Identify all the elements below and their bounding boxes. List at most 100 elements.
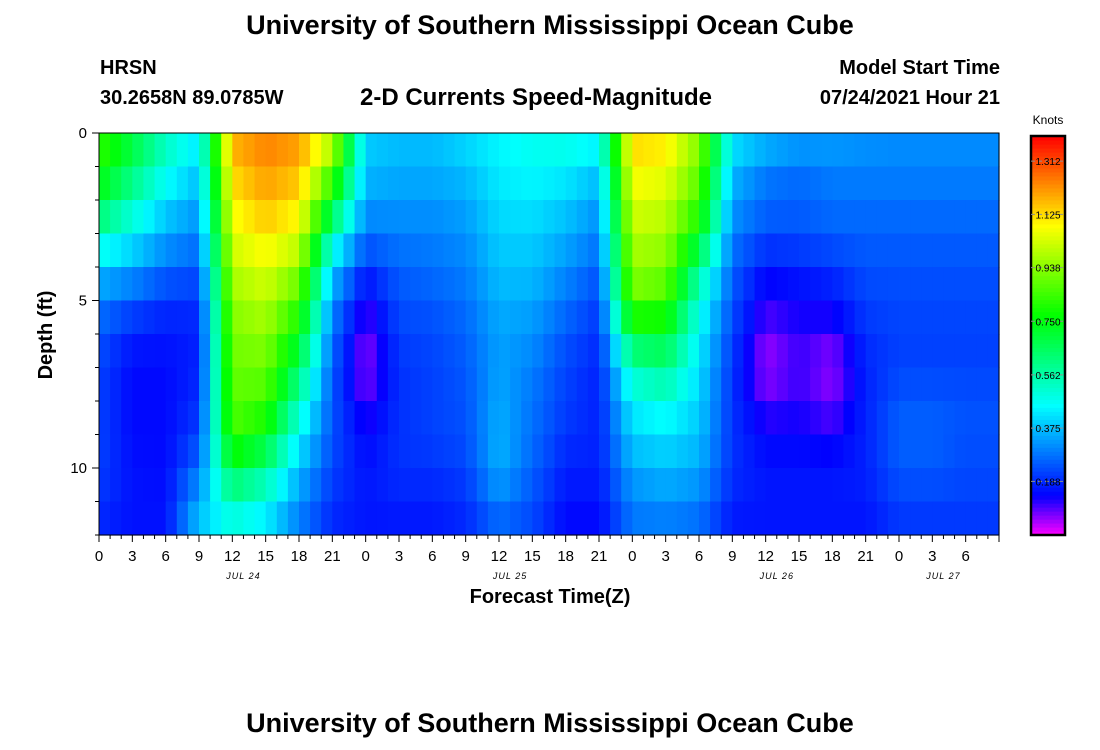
heatmap-cell [265, 401, 278, 436]
heatmap-cell [821, 166, 833, 201]
heatmap-cell [387, 267, 400, 302]
heatmap-cell [365, 501, 378, 536]
heatmap-cell [299, 166, 311, 201]
heatmap-cell [265, 334, 278, 369]
date-label: JUL 25 [492, 571, 527, 581]
heatmap-cell [454, 133, 467, 168]
heatmap-cell [210, 300, 222, 335]
heatmap-cell [187, 334, 200, 369]
heatmap-cell [854, 334, 867, 369]
heatmap-cell [299, 133, 311, 168]
heatmap-cell [499, 300, 511, 335]
heatmap-cell [932, 267, 945, 302]
x-tick-label: 6 [161, 548, 169, 565]
heatmap-cell [376, 434, 389, 469]
colorbar-swatch [1031, 431, 1065, 436]
heatmap-cell [776, 133, 789, 168]
heatmap-cell [865, 334, 878, 369]
heatmap-cell [821, 334, 833, 369]
heatmap-cell [776, 401, 789, 436]
heatmap-cell [310, 434, 322, 469]
colorbar-swatch [1031, 447, 1065, 452]
heatmap-cell [421, 200, 433, 235]
heatmap-cell [965, 133, 978, 168]
heatmap-cell [254, 334, 267, 369]
heatmap-cell [110, 133, 122, 168]
heatmap-cell [765, 501, 778, 536]
heatmap-cell [710, 401, 722, 436]
heatmap-cell [343, 267, 356, 302]
heatmap-cell [387, 166, 400, 201]
heatmap-cell [232, 367, 245, 402]
heatmap-cell [154, 267, 167, 302]
heatmap-cell [465, 166, 478, 201]
heatmap-cell [165, 401, 178, 436]
heatmap-cell [910, 367, 922, 402]
heatmap-cell [987, 133, 1000, 168]
colorbar-swatch [1031, 415, 1065, 420]
heatmap-cell [810, 501, 822, 536]
heatmap-cell [465, 267, 478, 302]
heatmap-cell [310, 300, 322, 335]
colorbar-frame [1029, 134, 1067, 537]
heatmap-cell [243, 166, 256, 201]
heatmap-cell [421, 401, 433, 436]
heatmap-cell [110, 300, 122, 335]
heatmap-cell [387, 501, 400, 536]
heatmap-cell [376, 133, 389, 168]
heatmap-cell [810, 166, 822, 201]
heatmap-cell [765, 468, 778, 503]
colorbar-swatch [1031, 155, 1065, 161]
heatmap-cell [399, 267, 411, 302]
heatmap-cell [743, 434, 756, 469]
colorbar-swatch [1031, 231, 1065, 237]
heatmap-cell [576, 334, 589, 369]
heatmap-cell [654, 200, 667, 235]
colorbar-swatch [1031, 459, 1065, 464]
heatmap-cell [399, 200, 411, 235]
heatmap-cell [499, 267, 511, 302]
heatmap-cell [410, 133, 422, 168]
heatmap-cell [287, 300, 300, 335]
heatmap-cell [932, 501, 945, 536]
heatmap-cell [665, 300, 678, 335]
heatmap-cell [287, 468, 300, 503]
heatmap-cell [754, 468, 767, 503]
heatmap-cell [299, 401, 311, 436]
heatmap-cell [254, 501, 267, 536]
heatmap-cell [976, 233, 989, 268]
heatmap-cell [176, 300, 189, 335]
heatmap-cell [454, 166, 467, 201]
heatmap-cell [143, 267, 156, 302]
heatmap-cell [265, 468, 278, 503]
heatmap-cell [687, 267, 700, 302]
heatmap-cell [610, 434, 622, 469]
heatmap-cell [832, 434, 845, 469]
heatmap-cell [599, 133, 611, 168]
heatmap-cell [799, 468, 811, 503]
x-tick-label: 6 [428, 548, 436, 565]
heatmap-cell [743, 233, 756, 268]
heatmap-cell [187, 367, 200, 402]
heatmap-cell [476, 468, 489, 503]
colorbar-swatch [1031, 139, 1065, 145]
heatmap-cell [187, 133, 200, 168]
heatmap-cell [821, 233, 833, 268]
heatmap-cell [421, 468, 433, 503]
heatmap-cell [765, 401, 778, 436]
heatmap-cell [143, 166, 156, 201]
heatmap-cell [554, 166, 567, 201]
heatmap-cell [654, 267, 667, 302]
heatmap-cell [910, 267, 922, 302]
heatmap-cell [921, 434, 933, 469]
heatmap-cell [399, 233, 411, 268]
heatmap-cell [221, 401, 233, 436]
colorbar-swatch [1031, 239, 1065, 245]
heatmap-cell [621, 233, 633, 268]
colorbar-swatch [1031, 327, 1065, 333]
heatmap-cell [954, 434, 967, 469]
heatmap-cell [465, 434, 478, 469]
heatmap-cell [176, 267, 189, 302]
heatmap-cell [143, 233, 156, 268]
heatmap-cell [676, 367, 689, 402]
